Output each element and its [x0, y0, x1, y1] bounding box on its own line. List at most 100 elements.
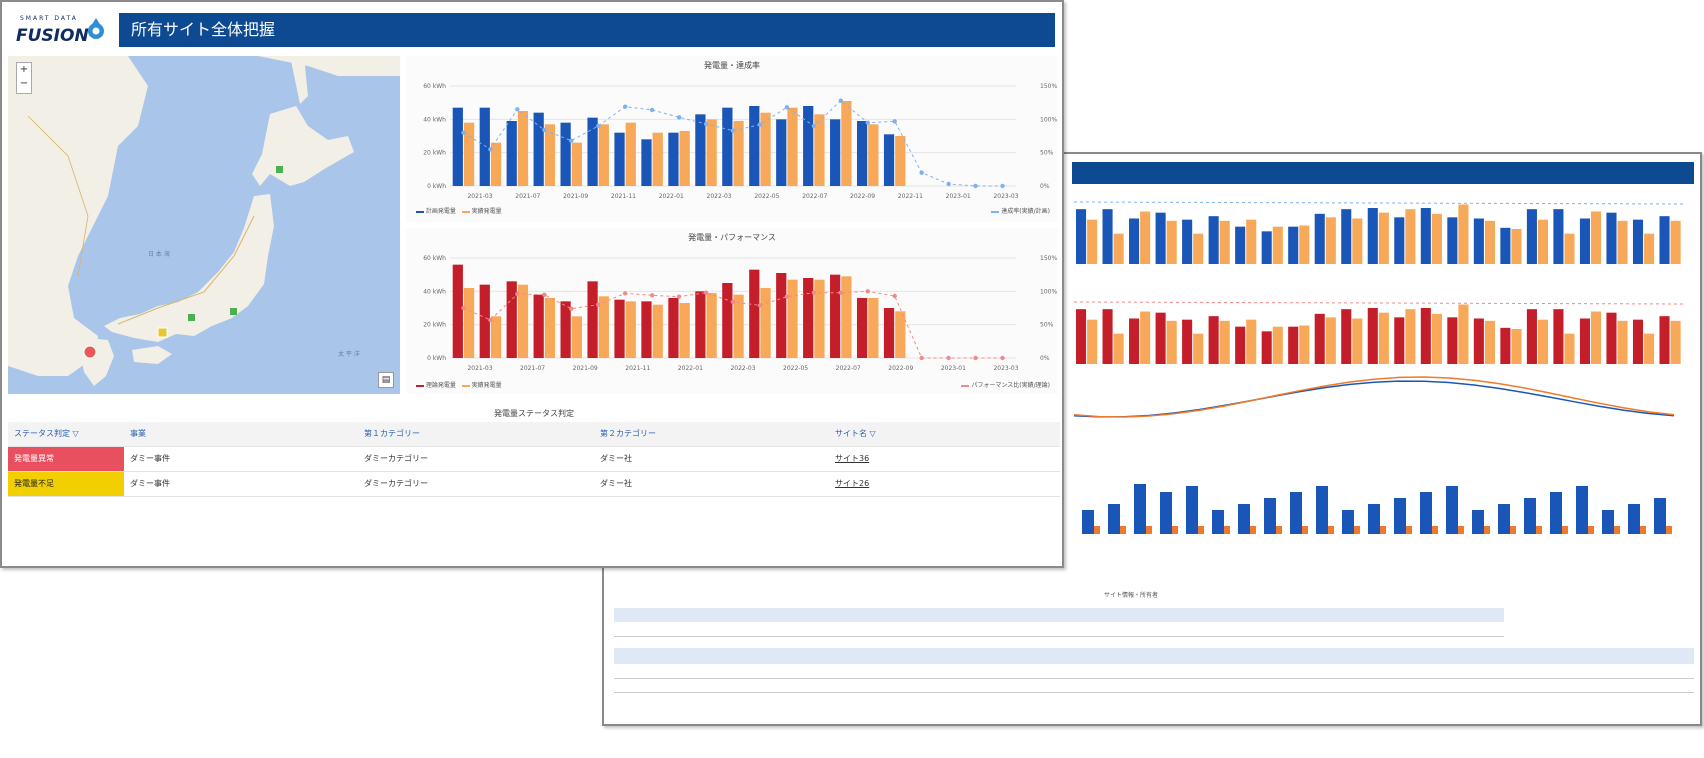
top-bar-a [695, 114, 706, 186]
back-bar-a [1129, 218, 1140, 264]
bottom-rate-point [488, 317, 493, 323]
map-graphic: 日 本 海 太 平 洋 [8, 56, 400, 394]
top-bar-a [749, 106, 760, 186]
bottom-bar-b [679, 303, 690, 358]
site-link[interactable]: サイト26 [835, 479, 870, 488]
header-status[interactable]: ステータス判定 ▽ [14, 429, 79, 438]
site-marker-green-3[interactable] [276, 166, 283, 173]
bottom-bar-b [841, 276, 852, 358]
back-bar-b [1352, 218, 1363, 264]
bottom-rate-point [1000, 355, 1005, 361]
bottom-chart-title: 発電量・パフォーマンス [688, 233, 776, 242]
back-bar-a [1235, 226, 1246, 264]
back-bottom-bar-blue [1576, 486, 1588, 534]
back-bar-b [1246, 319, 1257, 364]
top-rate-point [973, 183, 978, 189]
back-bar-b [1325, 217, 1336, 264]
map-layer-button[interactable]: ▤ [378, 372, 394, 388]
top-x-tick: 2021-07 [515, 193, 540, 200]
top-bar-a [452, 107, 463, 186]
back-bar-a [1526, 209, 1537, 264]
back-bottom-bar-blue [1316, 486, 1328, 534]
back-bottom-bar-blue [1108, 504, 1120, 534]
site-marker-yellow[interactable] [157, 327, 168, 338]
bottom-rate-point [622, 291, 628, 296]
header-business[interactable]: 事業 [130, 429, 146, 438]
back-bar-a [1076, 309, 1087, 364]
top-bar-b [598, 124, 609, 186]
back-line-orange [1073, 376, 1675, 418]
bottom-bar-b [652, 304, 663, 358]
bottom-x-tick: 2022-03 [730, 365, 755, 372]
back-bar-a [1500, 227, 1511, 264]
top-x-tick: 2021-09 [563, 193, 588, 200]
bottom-bar-a [749, 269, 760, 358]
back-bar-a [1208, 316, 1219, 364]
site-link[interactable]: サイト36 [835, 454, 870, 463]
back-bottom-bar-blue [1394, 498, 1406, 534]
back-bar-a [1367, 208, 1378, 264]
top-x-tick: 2021-03 [467, 193, 492, 200]
back-bottom-bar-orange [1510, 526, 1516, 534]
back-bar-b [1299, 325, 1310, 364]
back-bar-b [1219, 320, 1230, 364]
map-zoom-in-button[interactable]: + [19, 64, 29, 75]
table-row[interactable]: 発電量不足 ダミー事件 ダミーカテゴリー ダミー社 サイト26 [8, 472, 1060, 497]
status-badge: 発電量不足 [8, 472, 124, 496]
bottom-x-tick: 2021-09 [573, 365, 598, 372]
site-marker-red[interactable] [83, 345, 97, 359]
top-bar-a [587, 117, 598, 186]
site-marker-green-1[interactable] [188, 314, 195, 321]
back-rate-line [1073, 201, 1685, 205]
japan-site-map[interactable]: 日 本 海 太 平 洋 + − ▤ [8, 56, 400, 394]
back-bar-b [1484, 220, 1495, 264]
logo-small-text: SMART DATA [20, 15, 78, 22]
bottom-rate-point [973, 355, 978, 361]
header-category2[interactable]: 第２カテゴリー [600, 429, 656, 438]
top-chart-plot: 60 kWh 40 kWh 20 kWh 0 kWh 150% 100% 50% 0% 2021… [423, 83, 1057, 200]
header-site-name[interactable]: サイト名 ▽ [835, 429, 876, 438]
site-marker-green-2[interactable] [230, 308, 237, 315]
map-zoom-control: + − [16, 62, 32, 94]
bottom-legend-theoretical: 理論発電量 [425, 382, 456, 389]
bottom-rate-point [676, 294, 682, 299]
bottom-bar-b [733, 294, 744, 358]
back-bottom-bar-orange [1172, 526, 1178, 534]
back-bottom-bar-orange [1666, 526, 1672, 534]
fusion-logo: SMART DATA FUSION [16, 13, 108, 47]
bottom-x-tick: 2021-11 [625, 365, 650, 372]
back-bar-b [1644, 233, 1655, 264]
top-rate-point [596, 123, 601, 129]
back-bar-a [1447, 217, 1458, 264]
bottom-chart-legend-perf: パフォーマンス比(実績/理論) [961, 380, 1050, 389]
table-row[interactable]: 発電量異常 ダミー事件 ダミーカテゴリー ダミー社 サイト36 [8, 447, 1060, 472]
back-bar-b [1113, 233, 1124, 264]
map-zoom-out-button[interactable]: − [19, 78, 29, 89]
page-title: 所有サイト全体把握 [119, 13, 1055, 47]
back-bottom-bar-blue [1498, 504, 1510, 534]
back-bottom-bar-blue [1212, 510, 1224, 534]
top-y2-tick: 50% [1040, 150, 1054, 157]
back-bar-a [1500, 327, 1511, 364]
bottom-bar-a [803, 278, 814, 358]
bottom-rate-point [946, 355, 951, 361]
back-bottom-bar-orange [1094, 526, 1100, 534]
back-bar-a [1632, 219, 1644, 264]
top-bar-a [533, 112, 544, 186]
top-rate-point [838, 98, 844, 103]
bottom-y2-tick: 50% [1040, 322, 1054, 329]
back-bar-a [1288, 226, 1299, 264]
back-bar-b [1378, 312, 1389, 364]
status-table-title: 発電量ステータス判定 [494, 409, 574, 418]
back-bar-a [1526, 309, 1537, 364]
bottom-bar-a [560, 301, 571, 358]
header-category1[interactable]: 第１カテゴリー [364, 429, 420, 438]
bottom-bar-b [706, 293, 717, 358]
bottom-rate-point [811, 290, 817, 295]
bottom-x-tick: 2022-07 [836, 365, 861, 372]
back-bar-a [1102, 209, 1113, 264]
bottom-bar-a [722, 283, 733, 358]
top-legend-actual: 実績発電量 [471, 208, 502, 215]
back-bottom-bar-orange [1432, 526, 1438, 534]
back-bar-b [1193, 333, 1204, 364]
